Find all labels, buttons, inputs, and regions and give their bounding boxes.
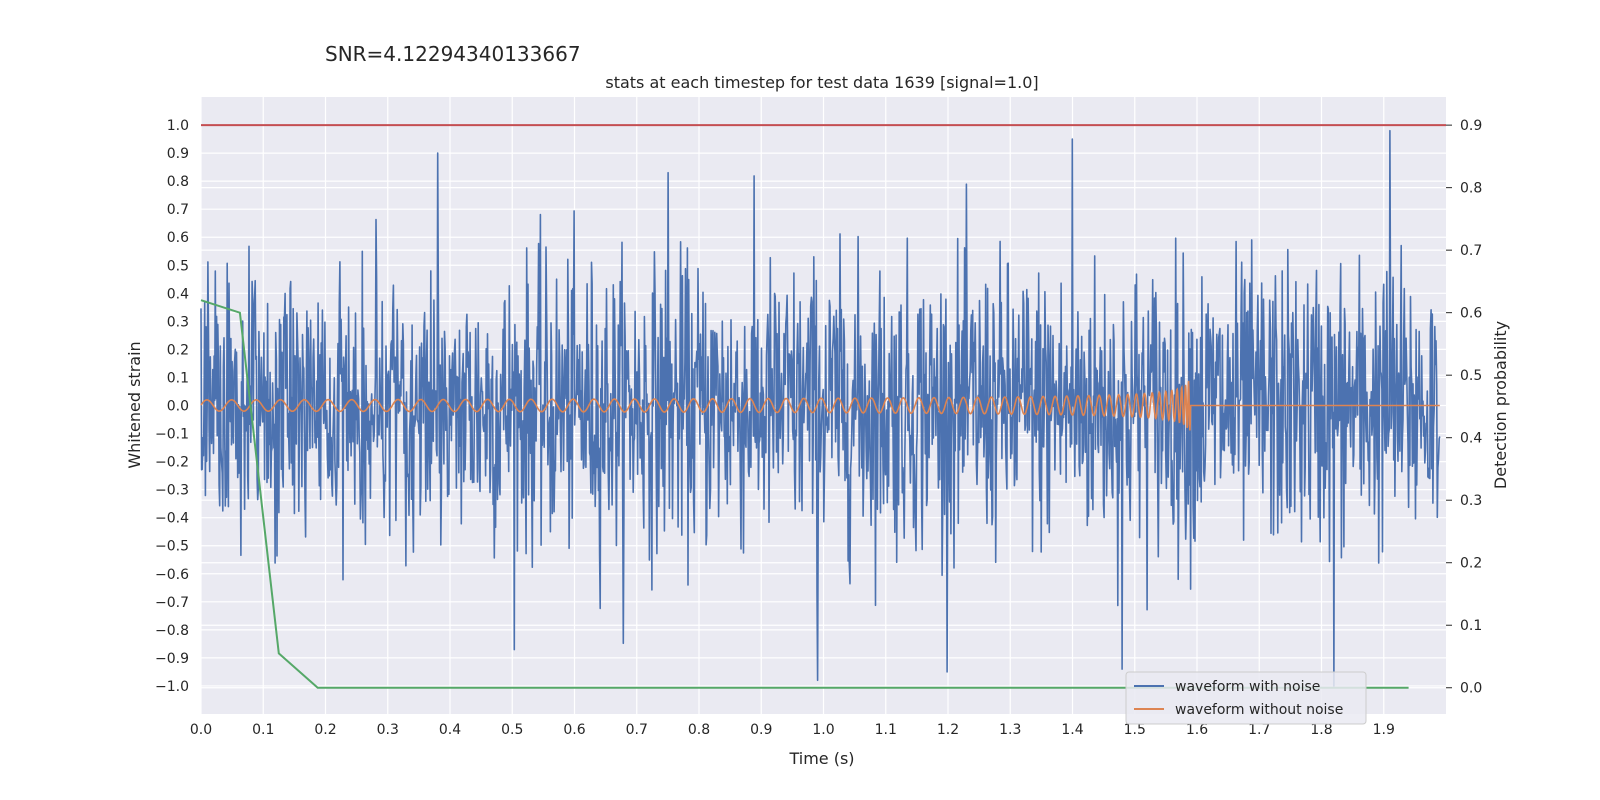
x-axis-label: Time (s) <box>788 749 854 768</box>
y-left-tick-19: −0.9 <box>155 651 189 667</box>
y-right-tick-6: 0.3 <box>1460 493 1482 509</box>
x-tick-0: 0.0 <box>190 722 212 738</box>
legend: waveform with noise waveform without noi… <box>1125 671 1367 725</box>
chart-title: stats at each timestep for test data 163… <box>605 73 1038 92</box>
x-tick-1: 0.1 <box>252 722 274 738</box>
y-left-tick-4: 0.6 <box>167 230 189 246</box>
y-left-tick-10: 0.0 <box>167 399 189 415</box>
y-right-axis-ticks: 0.9 0.8 0.7 0.6 0.5 0.4 0.3 0.2 0.1 0.0 <box>1446 118 1482 697</box>
x-tick-15: 1.5 <box>1124 722 1146 738</box>
x-tick-13: 1.3 <box>999 722 1021 738</box>
y-left-tick-6: 0.4 <box>167 286 189 302</box>
y-left-tick-0: 1.0 <box>167 118 189 134</box>
y-right-tick-0: 0.9 <box>1460 118 1482 134</box>
x-tick-19: 1.9 <box>1373 722 1395 738</box>
probability-line <box>200 299 1409 689</box>
x-tick-12: 1.2 <box>937 722 959 738</box>
x-tick-5: 0.5 <box>501 722 523 738</box>
y-left-tick-13: −0.3 <box>155 483 189 499</box>
y-left-tick-7: 0.3 <box>167 314 189 330</box>
y-right-tick-4: 0.5 <box>1460 368 1482 384</box>
legend-label-noise: waveform with noise <box>1175 679 1320 695</box>
y-left-tick-12: −0.2 <box>155 455 189 471</box>
y-left-tick-16: −0.6 <box>155 567 189 583</box>
x-tick-8: 0.8 <box>688 722 710 738</box>
y-left-tick-11: −0.1 <box>155 427 189 443</box>
y-right-tick-2: 0.7 <box>1460 243 1482 259</box>
x-tick-17: 1.7 <box>1248 722 1270 738</box>
x-tick-6: 0.6 <box>563 722 585 738</box>
x-tick-14: 1.4 <box>1061 722 1083 738</box>
y-left-tick-15: −0.5 <box>155 539 189 555</box>
x-tick-2: 0.2 <box>314 722 336 738</box>
y-left-tick-3: 0.7 <box>167 202 189 218</box>
x-tick-3: 0.3 <box>377 722 399 738</box>
noise-line <box>200 129 1441 687</box>
series-waveform-without-noise <box>200 380 1440 431</box>
x-tick-7: 0.7 <box>626 722 648 738</box>
series-waveform-with-noise <box>200 129 1441 687</box>
y-right-tick-8: 0.1 <box>1460 618 1482 634</box>
y-left-tick-2: 0.8 <box>167 174 189 190</box>
series-detection-probability <box>200 299 1409 689</box>
x-axis-ticks: 0.0 0.1 0.2 0.3 0.4 0.5 0.6 0.7 0.8 0.9 1.0 1.1 1.2 1… <box>190 722 1395 738</box>
y-right-axis-label: Detection probability <box>1491 321 1510 489</box>
y-left-axis-ticks: 1.0 0.9 0.8 0.7 0.6 0.5 0.4 0.3 0.2 0.1 0.0 −0.1 −0.… <box>155 118 189 695</box>
x-tick-4: 0.4 <box>439 722 461 738</box>
x-tick-11: 1.1 <box>875 722 897 738</box>
y-left-tick-1: 0.9 <box>167 146 189 162</box>
x-tick-16: 1.6 <box>1186 722 1208 738</box>
y-left-tick-8: 0.2 <box>167 342 189 358</box>
chart-suptitle: SNR=4.12294340133667 <box>325 42 581 66</box>
legend-box <box>1125 671 1367 725</box>
x-tick-10: 1.0 <box>812 722 834 738</box>
y-left-tick-5: 0.5 <box>167 258 189 274</box>
legend-label-clean: waveform without noise <box>1175 702 1343 718</box>
y-right-tick-1: 0.8 <box>1460 181 1482 197</box>
y-right-tick-5: 0.4 <box>1460 431 1482 447</box>
y-left-tick-20: −1.0 <box>155 679 189 695</box>
y-left-tick-14: −0.4 <box>155 511 189 527</box>
clean-line <box>200 380 1440 431</box>
y-right-tick-7: 0.2 <box>1460 556 1482 572</box>
y-left-tick-17: −0.7 <box>155 595 189 611</box>
y-left-tick-18: −0.8 <box>155 623 189 639</box>
x-tick-9: 0.9 <box>750 722 772 738</box>
y-left-tick-9: 0.1 <box>167 370 189 386</box>
y-left-axis-label: Whitened strain <box>125 341 144 468</box>
y-right-tick-9: 0.0 <box>1460 681 1482 697</box>
x-tick-18: 1.8 <box>1310 722 1332 738</box>
y-right-tick-3: 0.6 <box>1460 306 1482 322</box>
